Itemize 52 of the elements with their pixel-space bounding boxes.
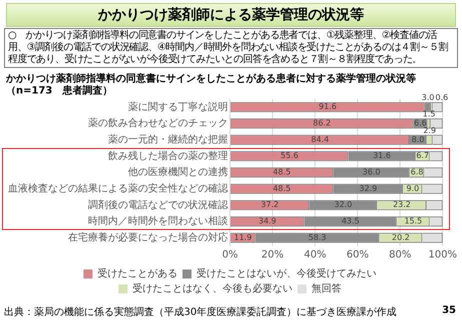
data-label: 8.0 <box>412 134 424 144</box>
data-label: 6.6 <box>414 118 427 128</box>
data-label: 20.2 <box>392 232 410 242</box>
y-tick-label: 在宅療養が必要になった場合の対応 <box>68 231 228 244</box>
legend-label: 受けたことがある <box>98 268 178 280</box>
data-label: 6.7 <box>416 151 429 160</box>
legend-label: 受けたことはないが、今後受けてみたい <box>196 268 376 280</box>
data-label: 36.0 <box>362 168 380 177</box>
legend-label: 受けたことはなく、今後も必要ない <box>132 282 292 295</box>
data-label: 32.9 <box>359 184 378 193</box>
y-tick-label: 調剤後の電話などでの状況確認 <box>88 198 228 211</box>
data-label: 86.2 <box>313 118 331 128</box>
x-tick-label: 100% <box>428 250 457 261</box>
x-tick-label: 60% <box>346 250 369 261</box>
data-label: 37.2 <box>260 200 279 210</box>
legend-label: 無回答 <box>312 282 342 295</box>
x-tick-label: 20% <box>261 250 284 261</box>
data-label: 91.6 <box>318 102 337 112</box>
data-label: 9.0 <box>406 184 420 193</box>
y-tick-label: 薬の一元的・継続的な把握 <box>108 133 228 146</box>
x-tick-label: 0% <box>222 250 238 261</box>
data-label: 6.8 <box>410 168 424 177</box>
y-tick-label: 飲み残した場合の薬の整理 <box>108 150 228 162</box>
y-tick-label: 血液検査などの結果による薬の安全性などの確認 <box>8 182 228 194</box>
data-label: 84.4 <box>311 134 329 144</box>
data-label: 43.5 <box>342 216 360 226</box>
text: ○ かかりつけ薬剤師指導料の同意書のサインをしたことがある患者では、①残薬整理、②検査値の活用、③調剤後の電話での状況確認、④時間内／時間外を問わない相談を受けたことがあるのは４割～５割程度であり、受けたことがないが今後受けてみたいとの回答を含めると７割～８割程度であった。 <box>4 28 458 68</box>
data-label: 11.9 <box>234 232 252 242</box>
y-tick-label: 他の医療機関との連携 <box>128 166 228 178</box>
x-tick-label: 40% <box>304 250 326 261</box>
y-tick-label: 薬の飲み合わせなどのチェック <box>88 117 228 130</box>
data-label: 23.2 <box>392 200 411 210</box>
y-tick-label: 時間内／時間外を問わない相談 <box>88 215 228 228</box>
data-label: 2.9 <box>423 126 436 135</box>
data-label: 48.5 <box>272 184 291 193</box>
data-label: 55.6 <box>280 151 298 160</box>
data-label: 58.3 <box>308 232 326 242</box>
chart-title: かかりつけ薬剤師による薬学管理の状況等 <box>6 3 456 27</box>
data-label: 1.5 <box>422 110 436 119</box>
y-tick-label: 薬に関する丁寧な説明 <box>128 100 228 113</box>
data-label: 48.5 <box>272 168 291 177</box>
data-label: 3.0 <box>422 93 434 102</box>
x-tick-label: 80% <box>389 250 412 261</box>
chart-subtitle: かかりつけ薬剤師指導料の同意書にサインをしたことがある患者に対する薬学管理の状況等 <box>5 72 416 85</box>
data-label: 15.5 <box>404 216 422 226</box>
data-label: 34.9 <box>258 216 276 226</box>
data-label: 0.6 <box>435 93 448 102</box>
data-label: 31.6 <box>372 151 391 160</box>
text: 35 <box>442 305 456 316</box>
text: （n=173 患者調査） <box>6 84 112 97</box>
source-note: 出典：薬局の機能に係る実態調査（平成30年度医療課委託調査）に基づき医療課が作成 <box>4 306 397 319</box>
data-label: 32.0 <box>334 200 352 210</box>
